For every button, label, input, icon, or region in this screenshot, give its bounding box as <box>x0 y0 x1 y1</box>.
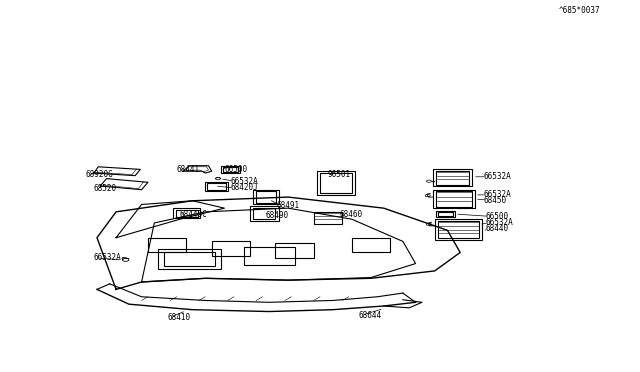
Bar <box>433 169 472 186</box>
Bar <box>436 171 469 185</box>
Bar <box>148 238 186 253</box>
Bar <box>253 208 275 219</box>
Bar <box>212 241 250 256</box>
Text: 68460: 68460 <box>339 210 362 219</box>
Text: 68440C: 68440C <box>180 210 207 219</box>
Text: 66532A: 66532A <box>486 218 513 227</box>
Bar <box>320 173 352 193</box>
Text: 68920G: 68920G <box>86 170 113 179</box>
Bar <box>221 166 241 173</box>
Text: 68441: 68441 <box>177 165 200 174</box>
Text: 66532A: 66532A <box>484 190 511 199</box>
Text: 68520: 68520 <box>94 185 117 193</box>
Bar <box>436 191 472 207</box>
Bar <box>433 190 475 208</box>
Bar <box>157 249 221 269</box>
Text: 66500: 66500 <box>225 165 248 174</box>
Text: 66500: 66500 <box>486 212 509 221</box>
Text: 66532A: 66532A <box>484 172 511 181</box>
Bar <box>317 171 355 195</box>
Bar <box>244 247 294 265</box>
Text: 68440: 68440 <box>486 224 509 233</box>
Bar <box>176 210 198 217</box>
Bar <box>436 211 455 217</box>
Bar <box>314 212 342 224</box>
Text: 68450: 68450 <box>484 196 507 205</box>
Bar <box>164 252 215 266</box>
Bar <box>275 243 314 258</box>
Bar <box>207 183 226 190</box>
Bar <box>250 206 278 221</box>
Bar <box>255 191 276 203</box>
Text: 68491: 68491 <box>276 201 300 210</box>
Text: 96501: 96501 <box>328 170 351 179</box>
Text: 68410: 68410 <box>167 312 190 321</box>
Bar <box>205 182 228 191</box>
Text: 68420J: 68420J <box>231 183 259 192</box>
Bar <box>438 221 479 238</box>
Bar <box>173 208 200 218</box>
Bar <box>352 238 390 253</box>
Bar <box>438 212 453 216</box>
Text: 66532A: 66532A <box>231 177 259 186</box>
Bar <box>253 190 278 205</box>
Text: 68490: 68490 <box>266 211 289 220</box>
Text: 66532A: 66532A <box>94 253 122 263</box>
Text: ^685*0037: ^685*0037 <box>559 6 600 15</box>
Bar <box>223 167 239 172</box>
Text: 68644: 68644 <box>358 311 381 320</box>
Bar <box>435 219 483 240</box>
